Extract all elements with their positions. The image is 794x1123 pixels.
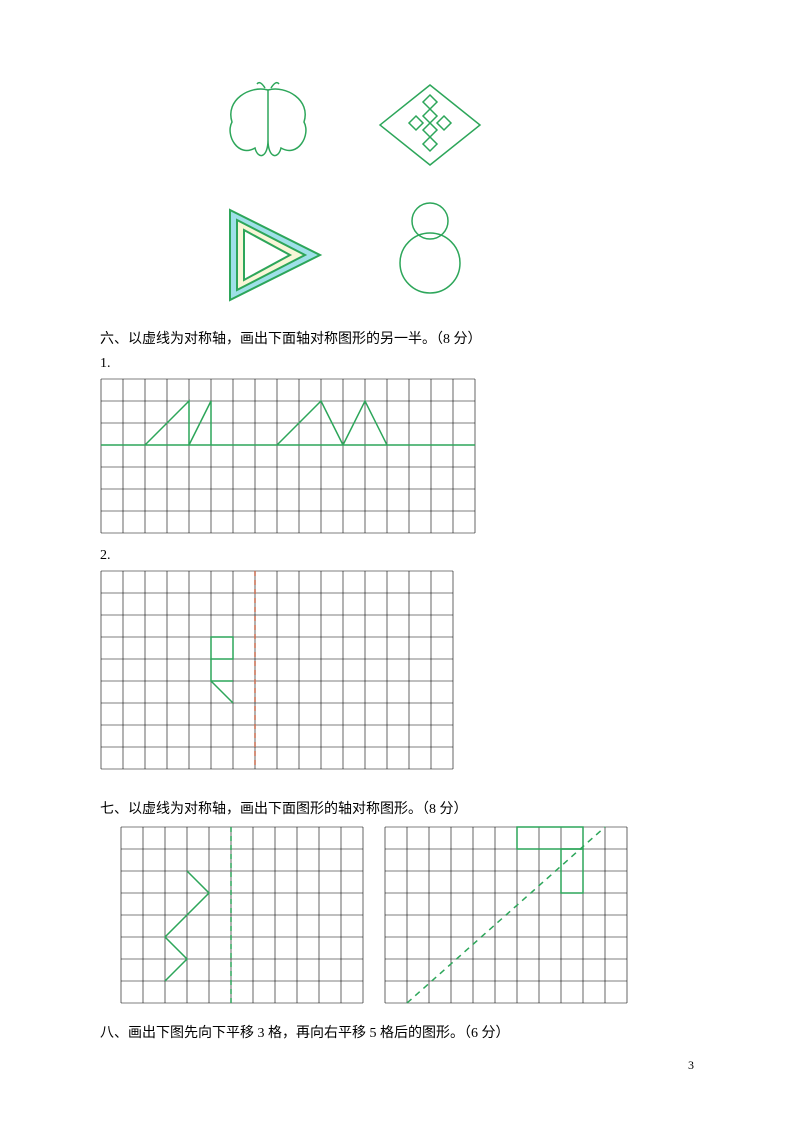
page-number: 3	[688, 1058, 694, 1073]
section-7-heading: 七、以虚线为对称轴，画出下面图形的轴对称图形。（8 分）	[100, 798, 694, 818]
item-6-2: 2.	[100, 548, 694, 564]
grid-6-1	[100, 378, 694, 534]
grid-7-right	[384, 826, 628, 1004]
section-6-heading: 六、以虚线为对称轴，画出下面轴对称图形的另一半。（8 分）	[100, 328, 694, 348]
diamond-icon	[380, 85, 480, 165]
snowman-icon	[400, 203, 460, 293]
item-6-1: 1.	[100, 356, 694, 372]
grid-7-left	[120, 826, 364, 1004]
grid-6-2	[100, 570, 694, 770]
section-8-heading: 八、画出下图先向下平移 3 格，再向右平移 5 格后的图形。（6 分）	[100, 1022, 694, 1042]
top-figures	[210, 80, 694, 310]
triangle-icon	[230, 210, 320, 300]
butterfly-icon	[230, 83, 306, 156]
